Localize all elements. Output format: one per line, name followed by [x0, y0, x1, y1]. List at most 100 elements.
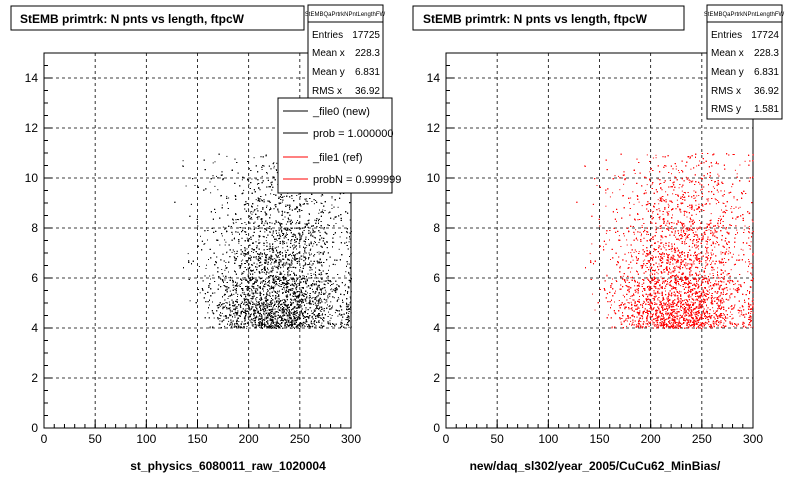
point	[236, 301, 238, 303]
point	[251, 251, 253, 252]
point	[328, 212, 330, 214]
point	[290, 327, 292, 329]
point	[278, 311, 279, 313]
point	[206, 264, 207, 266]
point	[291, 270, 293, 272]
point	[227, 307, 229, 309]
point	[239, 267, 241, 269]
point	[209, 275, 211, 277]
point	[247, 276, 249, 278]
point	[335, 223, 337, 224]
point	[272, 286, 274, 288]
point	[311, 201, 313, 202]
point	[269, 250, 271, 252]
point	[245, 279, 247, 281]
point	[269, 327, 270, 329]
point	[296, 297, 297, 299]
point	[297, 316, 299, 318]
point	[273, 165, 275, 167]
point	[308, 213, 310, 215]
point	[227, 327, 228, 329]
point	[313, 273, 315, 275]
point	[302, 203, 304, 205]
point	[310, 325, 311, 327]
point	[346, 309, 348, 311]
point	[314, 254, 316, 255]
point	[238, 321, 240, 322]
point	[301, 258, 303, 260]
point	[330, 285, 331, 287]
point	[250, 258, 252, 260]
point	[281, 316, 282, 318]
point	[337, 297, 339, 298]
point	[231, 251, 233, 253]
point	[235, 257, 237, 259]
point	[265, 299, 267, 301]
point	[250, 228, 252, 230]
point	[259, 322, 260, 324]
point	[319, 310, 321, 312]
point	[306, 295, 308, 297]
point	[274, 241, 276, 242]
point	[233, 251, 235, 253]
point	[269, 277, 271, 279]
point	[272, 246, 274, 248]
point	[250, 271, 252, 272]
point	[272, 176, 274, 178]
point	[275, 275, 277, 277]
point	[321, 274, 323, 275]
point	[194, 185, 196, 186]
point	[331, 290, 333, 292]
point	[267, 306, 269, 308]
point	[296, 195, 298, 196]
point	[214, 161, 216, 163]
point	[261, 255, 263, 257]
point	[284, 216, 286, 218]
point	[228, 320, 230, 322]
point	[348, 263, 350, 265]
point	[334, 264, 336, 266]
point	[310, 307, 312, 309]
point	[273, 314, 275, 315]
point	[285, 305, 287, 307]
point	[304, 325, 306, 327]
point	[219, 244, 221, 246]
point	[306, 203, 308, 205]
point	[264, 286, 266, 288]
point	[289, 318, 291, 320]
point	[264, 262, 265, 264]
point	[228, 301, 230, 303]
point	[301, 287, 303, 289]
point	[226, 251, 228, 253]
point	[308, 318, 310, 320]
point	[204, 243, 206, 245]
point	[249, 277, 251, 279]
point	[293, 299, 295, 301]
point	[231, 323, 233, 325]
point	[275, 322, 277, 324]
point	[285, 311, 287, 313]
point	[247, 240, 249, 242]
point	[276, 172, 278, 174]
point	[337, 206, 339, 208]
point	[198, 266, 200, 267]
point	[332, 305, 333, 307]
point	[322, 194, 324, 196]
point	[223, 294, 225, 296]
point	[255, 199, 257, 201]
point	[274, 298, 276, 300]
point	[320, 274, 322, 276]
point	[344, 275, 346, 277]
point	[344, 285, 346, 287]
point	[209, 181, 211, 183]
point	[285, 223, 287, 225]
left-chart-title: StEMB primtrk: N pnts vs length, ftpcW	[20, 12, 245, 26]
point	[252, 264, 254, 266]
point	[213, 317, 215, 319]
point	[229, 313, 231, 315]
point	[189, 300, 191, 302]
point	[277, 276, 279, 277]
point	[292, 280, 294, 282]
point	[236, 307, 238, 309]
point	[229, 311, 231, 313]
